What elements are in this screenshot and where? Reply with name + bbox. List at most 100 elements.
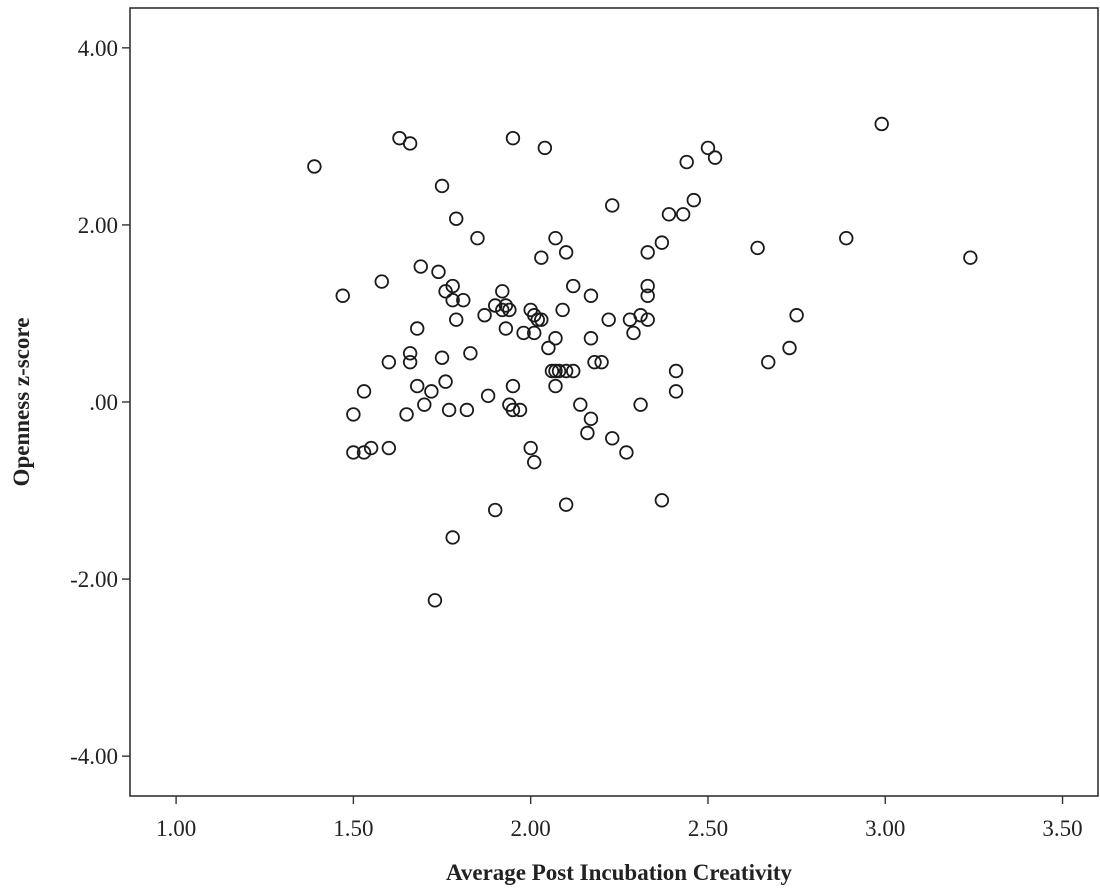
- x-axis-title: Average Post Incubation Creativity: [446, 860, 793, 885]
- data-point: [495, 284, 510, 299]
- x-tick-label: 2.50: [688, 816, 728, 841]
- data-point: [445, 530, 460, 545]
- data-point: [488, 502, 503, 518]
- data-point: [654, 235, 670, 250]
- data-point: [605, 431, 620, 446]
- data-point: [963, 250, 978, 265]
- data-point: [498, 321, 514, 336]
- data-point: [527, 325, 542, 341]
- data-point: [441, 402, 457, 418]
- data-point: [477, 308, 492, 323]
- data-point: [619, 445, 634, 460]
- data-point: [410, 321, 425, 336]
- data-point: [449, 312, 464, 327]
- data-point: [605, 198, 620, 213]
- data-point: [449, 211, 464, 226]
- data-point: [402, 136, 418, 151]
- data-point: [356, 384, 372, 399]
- data-point: [640, 245, 655, 260]
- data-point: [668, 384, 684, 399]
- data-point: [633, 397, 648, 412]
- data-point: [661, 207, 677, 222]
- data-point: [527, 308, 542, 323]
- y-tick-label: 2.00: [78, 213, 118, 238]
- data-point: [640, 278, 655, 294]
- data-point: [583, 288, 599, 303]
- data-point: [548, 363, 563, 379]
- data-point: [427, 593, 443, 608]
- data-point: [502, 302, 517, 318]
- data-point: [488, 298, 503, 313]
- data-point: [601, 312, 616, 327]
- y-axis: 4.00 2.00 .00 -2.00 -4.00: [70, 36, 130, 769]
- data-point: [463, 346, 478, 361]
- data-point: [566, 278, 581, 294]
- data-point: [516, 325, 531, 341]
- data-point: [640, 312, 655, 327]
- data-point: [381, 440, 397, 456]
- data-point: [335, 288, 350, 303]
- data-point: [761, 354, 776, 370]
- data-point: [346, 407, 361, 422]
- data-point: [459, 402, 475, 418]
- data-point: [381, 354, 397, 370]
- x-tick-label: 3.50: [1042, 816, 1082, 841]
- data-point: [573, 397, 588, 412]
- y-tick-label: -4.00: [70, 744, 118, 769]
- data-point: [707, 150, 723, 165]
- data-point: [431, 264, 446, 280]
- data-point: [495, 302, 510, 318]
- data-point: [839, 231, 854, 246]
- data-point: [668, 363, 684, 379]
- data-point: [434, 350, 450, 365]
- data-point: [874, 116, 889, 132]
- data-point: [424, 384, 439, 399]
- data-point: [399, 407, 414, 422]
- data-point: [541, 340, 556, 356]
- data-point: [555, 302, 570, 318]
- data-point: [363, 440, 379, 456]
- y-tick-label: -2.00: [70, 567, 118, 592]
- data-point: [445, 292, 460, 308]
- data-point: [580, 425, 595, 441]
- data-points: [307, 116, 978, 608]
- data-point: [594, 354, 609, 370]
- data-point: [587, 354, 602, 370]
- data-point: [527, 455, 542, 470]
- data-point: [750, 240, 765, 256]
- data-point: [402, 346, 418, 361]
- data-point: [530, 312, 545, 327]
- x-tick-label: 1.00: [156, 816, 196, 841]
- data-point: [410, 378, 425, 394]
- data-point: [551, 363, 567, 379]
- data-point: [583, 331, 599, 346]
- data-point: [480, 388, 496, 404]
- data-point: [374, 274, 389, 289]
- data-point: [512, 402, 528, 418]
- y-tick-label: .00: [89, 390, 118, 415]
- plot-frame: [129, 7, 1099, 797]
- data-point: [413, 259, 428, 274]
- data-point: [456, 292, 471, 308]
- x-tick-label: 1.50: [333, 816, 373, 841]
- data-point: [402, 354, 418, 370]
- data-point: [626, 325, 641, 341]
- data-point: [307, 159, 322, 174]
- x-tick-label: 3.00: [865, 816, 905, 841]
- data-point: [633, 308, 648, 323]
- x-tick-label: 2.00: [511, 816, 551, 841]
- data-point: [654, 493, 670, 508]
- data-point: [537, 140, 553, 156]
- data-point: [417, 397, 432, 412]
- data-point: [498, 298, 514, 313]
- data-point: [523, 440, 538, 456]
- data-point: [782, 340, 797, 356]
- data-point: [640, 288, 655, 303]
- data-point: [789, 308, 804, 323]
- data-point: [686, 192, 701, 208]
- data-point: [583, 411, 599, 427]
- data-point: [470, 231, 485, 246]
- x-axis: 1.00 1.50 2.00 2.50 3.00 3.50: [156, 796, 1083, 841]
- data-point: [548, 331, 563, 346]
